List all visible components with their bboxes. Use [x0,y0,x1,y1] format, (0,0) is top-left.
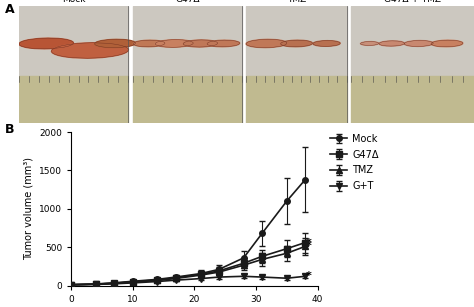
Bar [351,76,474,123]
Text: *: * [305,271,311,281]
Ellipse shape [431,40,463,47]
Ellipse shape [361,41,379,45]
Ellipse shape [246,39,287,48]
Legend: Mock, G47Δ, TMZ, G+T: Mock, G47Δ, TMZ, G+T [330,134,379,191]
Bar [19,76,128,123]
Bar [133,76,242,123]
Text: B: B [5,123,14,136]
Text: TMZ: TMZ [287,0,306,4]
Text: *: * [305,238,311,247]
Ellipse shape [155,40,193,47]
Text: *: * [305,241,311,251]
Ellipse shape [52,43,128,58]
Y-axis label: Tumor volume (mm³): Tumor volume (mm³) [24,157,34,260]
Ellipse shape [19,38,73,49]
Bar [133,6,242,76]
Ellipse shape [281,40,312,47]
Ellipse shape [95,39,136,48]
Ellipse shape [313,41,340,46]
Bar [246,6,346,76]
Bar [351,6,474,76]
Text: G47Δ: G47Δ [175,0,200,4]
Ellipse shape [133,40,165,47]
Bar [246,76,346,123]
Text: Mock: Mock [62,0,85,4]
Ellipse shape [379,41,404,46]
Ellipse shape [207,40,240,47]
Ellipse shape [183,40,218,47]
Text: G47Δ + TMZ: G47Δ + TMZ [384,0,441,4]
Text: A: A [5,3,14,16]
Bar [19,6,128,76]
Ellipse shape [404,41,433,46]
